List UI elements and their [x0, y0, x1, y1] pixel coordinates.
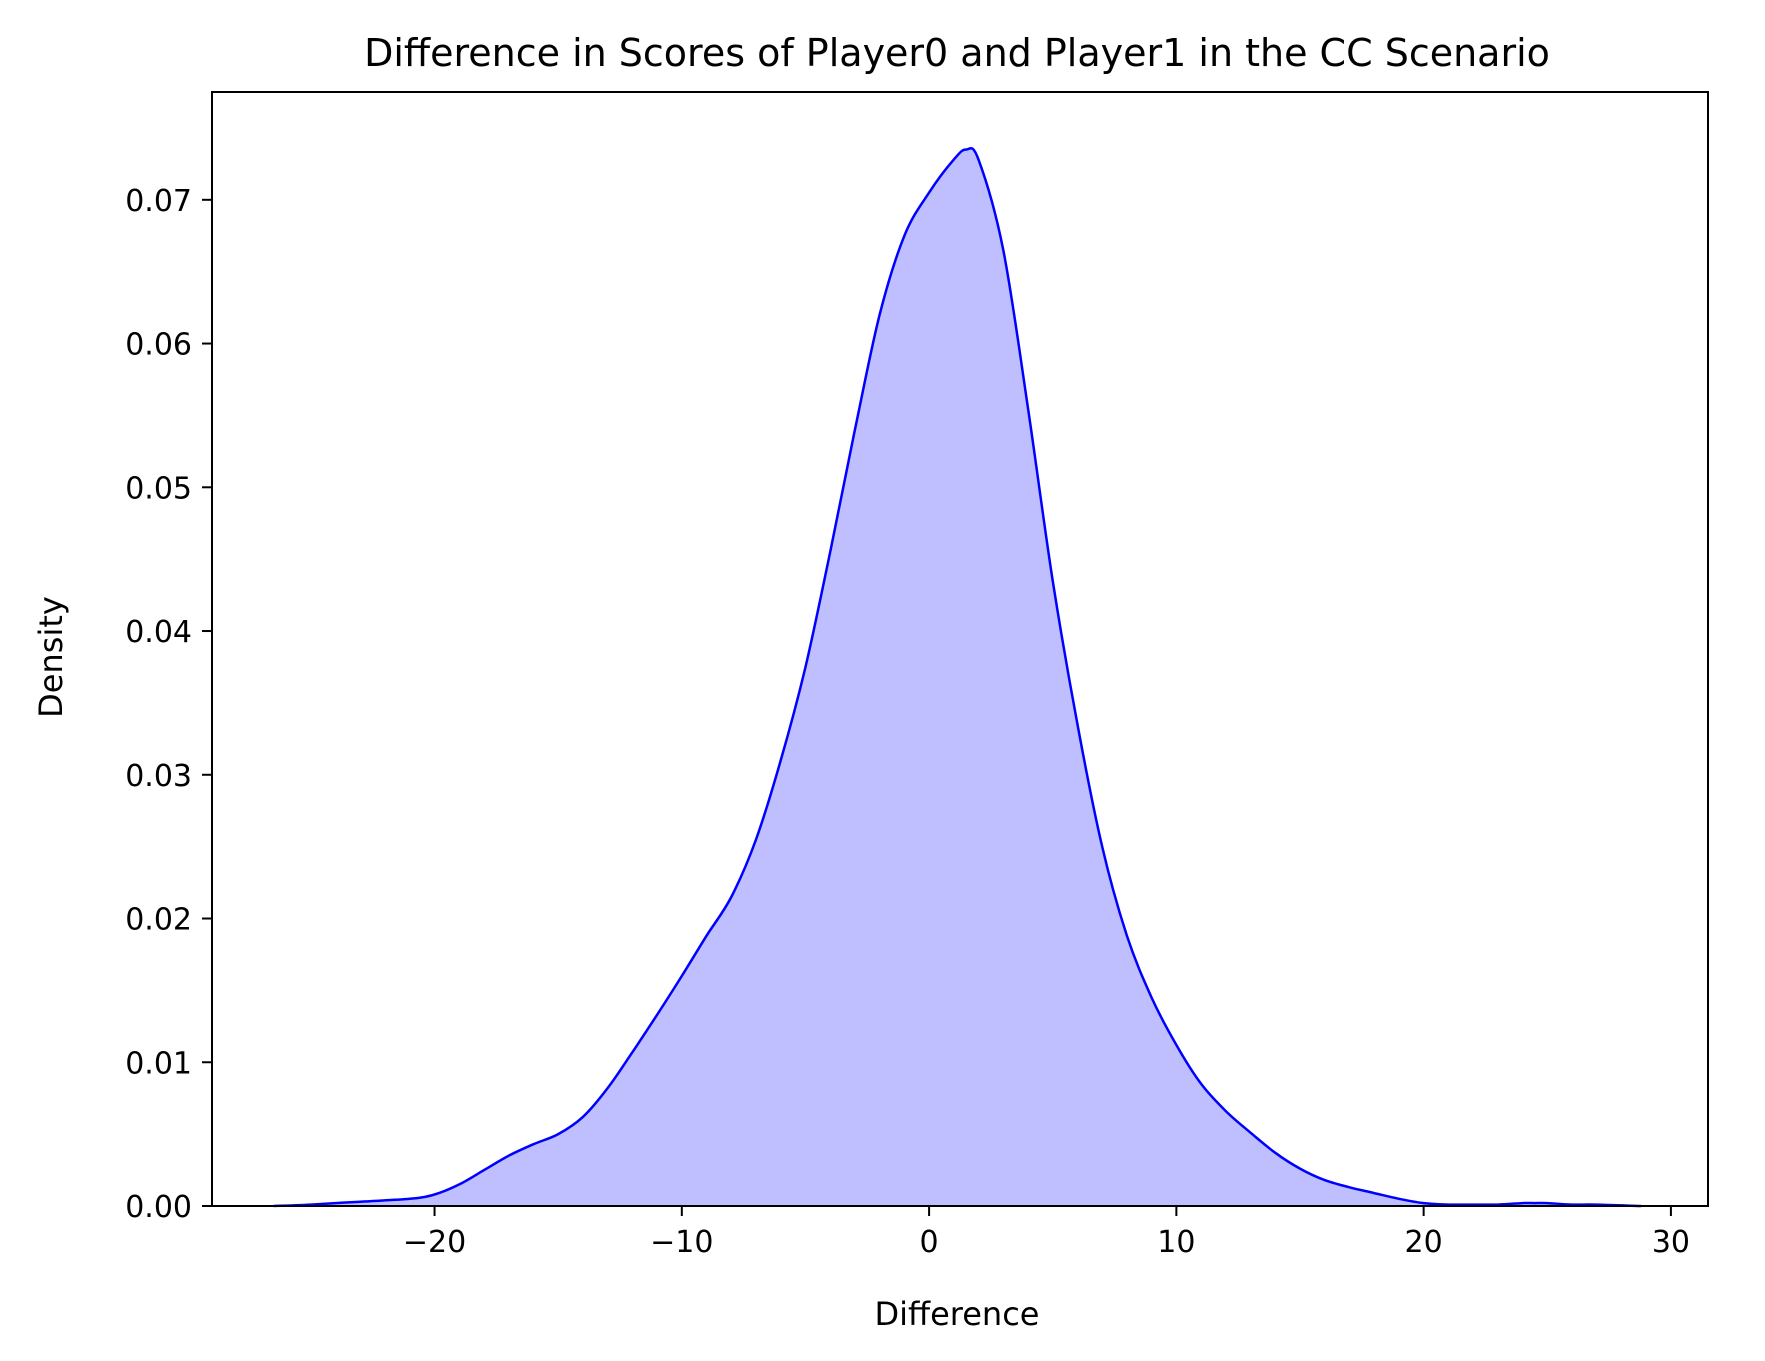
- y-tick-label: 0.07: [125, 184, 192, 219]
- x-tick-label: −10: [650, 1225, 713, 1260]
- y-tick-label: 0.00: [125, 1190, 192, 1225]
- chart-title: Difference in Scores of Player0 and Play…: [364, 31, 1550, 75]
- x-tick-label: 30: [1652, 1225, 1690, 1260]
- density-area-fill: [273, 148, 1642, 1207]
- plot-frame: [211, 91, 1709, 1207]
- x-axis-label: Difference: [875, 1295, 1040, 1333]
- x-tick-label: −20: [403, 1225, 466, 1260]
- x-tick-label: 10: [1157, 1225, 1195, 1260]
- x-tick-label: 20: [1405, 1225, 1443, 1260]
- y-tick-label: 0.03: [125, 759, 192, 794]
- x-tick-label: 0: [920, 1225, 939, 1260]
- y-tick-label: 0.02: [125, 903, 192, 938]
- y-axis-label: Density: [32, 596, 70, 718]
- plot-area: [211, 91, 1709, 1208]
- x-axis-ticks: −20 −10 0 10 20 30: [403, 1206, 1690, 1260]
- y-tick-label: 0.04: [125, 615, 192, 650]
- y-tick-label: 0.06: [125, 328, 192, 363]
- y-tick-label: 0.01: [125, 1046, 192, 1081]
- density-curve: [273, 147, 1642, 1208]
- y-axis-ticks: 0.00 0.01 0.02 0.03 0.04 0.05 0.06 0.07: [125, 184, 212, 1225]
- y-tick-label: 0.05: [125, 471, 192, 506]
